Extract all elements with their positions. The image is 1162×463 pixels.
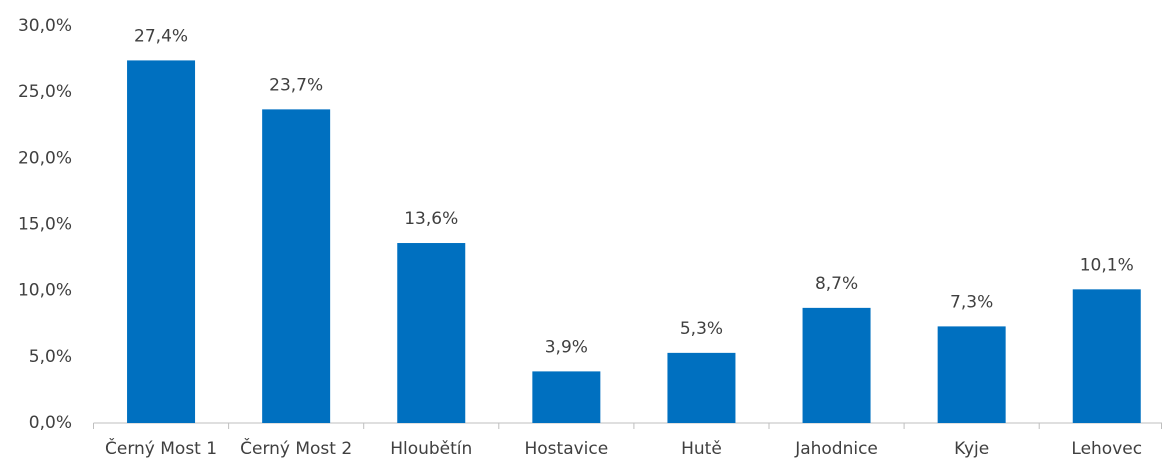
- x-tick-label: Černý Most 2: [240, 437, 352, 459]
- y-tick-label: 0,0%: [29, 413, 72, 433]
- data-label: 8,7%: [815, 274, 858, 294]
- x-tick-label: Kyje: [954, 439, 989, 459]
- x-tick-label: Hloubětín: [390, 439, 472, 459]
- bar: [667, 352, 736, 423]
- y-tick-label: 25,0%: [18, 82, 72, 102]
- y-tick-label: 5,0%: [29, 347, 72, 367]
- bar: [802, 307, 871, 423]
- data-label: 5,3%: [680, 319, 723, 339]
- bar: [127, 60, 196, 423]
- bar: [1072, 289, 1141, 423]
- x-tick-label: Lehovec: [1071, 439, 1142, 459]
- y-tick-label: 10,0%: [18, 281, 72, 301]
- y-tick-label: 15,0%: [18, 215, 72, 235]
- y-tick-label: 30,0%: [18, 16, 72, 36]
- y-tick-label: 20,0%: [18, 148, 72, 168]
- data-label: 23,7%: [269, 75, 323, 95]
- x-tick-label: Černý Most 1: [105, 437, 217, 459]
- bar: [937, 326, 1006, 423]
- bar: [262, 109, 331, 424]
- data-label: 13,6%: [404, 209, 458, 229]
- bar: [532, 371, 601, 423]
- x-tick-label: Hostavice: [524, 439, 608, 459]
- data-label: 27,4%: [134, 26, 188, 46]
- x-tick-label: Jahodnice: [794, 439, 878, 459]
- data-label: 3,9%: [545, 337, 588, 357]
- data-label: 7,3%: [950, 292, 993, 312]
- data-label: 10,1%: [1080, 255, 1134, 275]
- bar: [397, 243, 466, 423]
- x-tick-label: Hutě: [681, 439, 722, 459]
